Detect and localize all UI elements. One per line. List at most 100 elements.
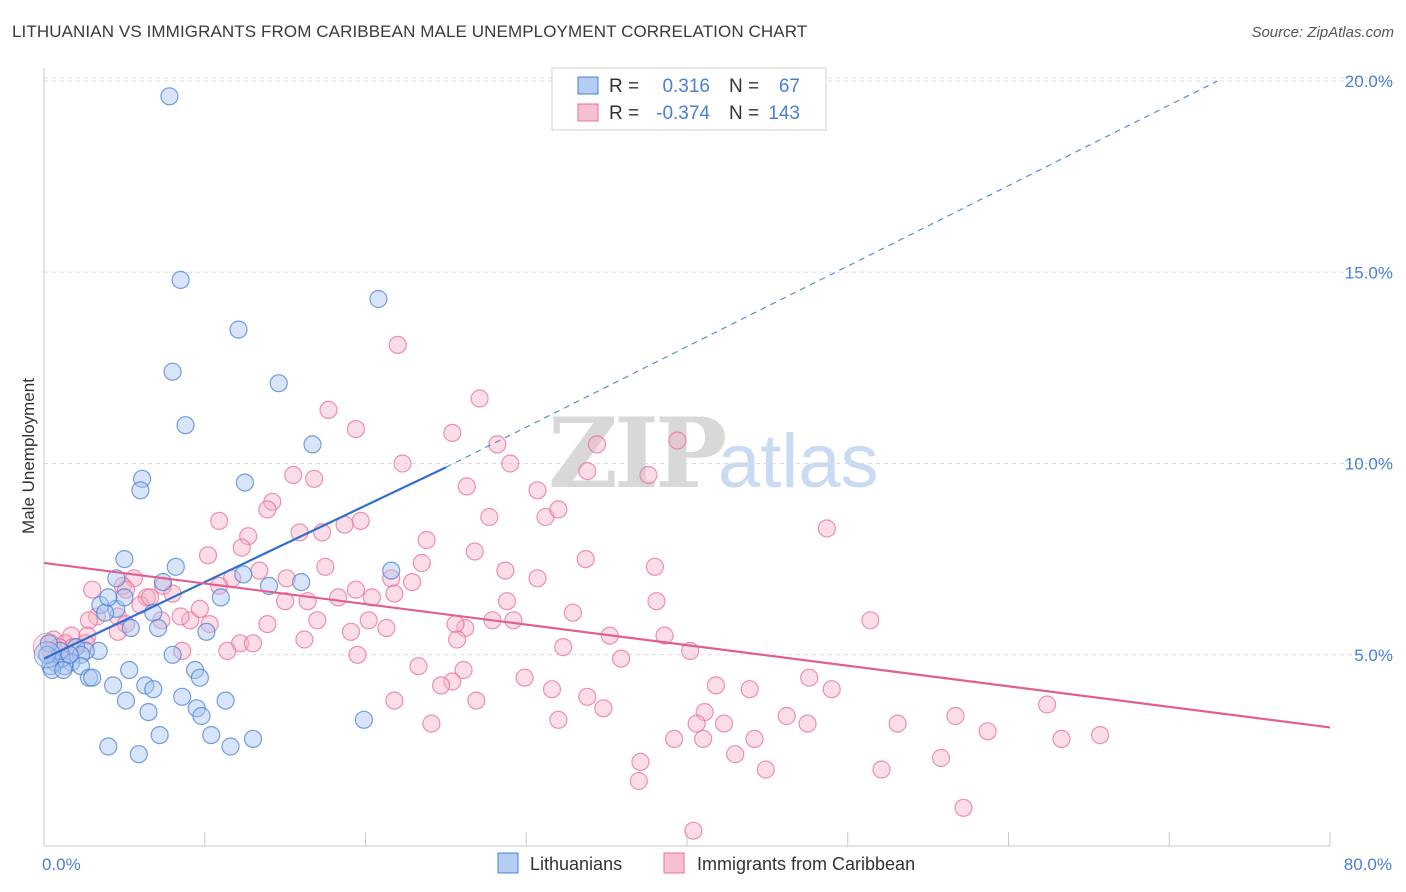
legend-r-value-blue: 0.316 [662, 76, 710, 97]
data-point [480, 507, 499, 527]
data-point [319, 400, 338, 419]
data-point [388, 335, 407, 354]
data-point [197, 622, 216, 641]
data-point [377, 618, 396, 638]
data-point [549, 710, 568, 729]
data-point [385, 691, 404, 710]
data-point [714, 714, 734, 733]
data-point [150, 725, 169, 745]
data-point [931, 748, 951, 768]
trend-line-lithuanians-extension [445, 80, 1218, 468]
legend-series: Lithuanians Immigrants from Caribbean [497, 852, 915, 874]
trend-line-lithuanians [43, 466, 447, 660]
x-tick-label-min: 0.0% [42, 855, 81, 874]
data-point [171, 607, 190, 626]
data-point [229, 320, 248, 339]
data-point [515, 668, 534, 687]
data-point [888, 714, 907, 733]
data-point [448, 630, 467, 649]
data-point [290, 523, 309, 542]
legend-label-lithuanians: Lithuanians [530, 854, 622, 874]
data-point [496, 561, 515, 580]
data-point [258, 500, 277, 519]
data-point [664, 729, 684, 749]
data-point [822, 680, 841, 699]
data-point [777, 706, 796, 726]
data-point [800, 668, 819, 687]
data-point [631, 752, 650, 772]
series-immigrants-from-caribbean [32, 335, 1110, 840]
data-point [160, 87, 179, 106]
data-point [369, 289, 388, 309]
legend-n-label-blue: N = [729, 76, 759, 97]
trend-lines [43, 80, 1331, 729]
data-point [211, 588, 230, 607]
legend-n-label-pink: N = [729, 103, 759, 124]
series-lithuanians [33, 87, 401, 764]
data-point [216, 691, 235, 710]
data-point [756, 760, 775, 779]
data-point [359, 611, 378, 630]
data-point [528, 481, 547, 500]
legend-correlation: R = 0.316 N = 67 R = -0.374 N = 143 [551, 67, 827, 131]
data-point [103, 676, 123, 695]
data-point [382, 561, 401, 580]
data-point [99, 588, 118, 607]
data-point [647, 592, 666, 611]
data-point [1037, 695, 1057, 714]
data-point [198, 546, 218, 565]
data-point [645, 557, 665, 576]
data-point [341, 622, 361, 641]
data-point [946, 706, 965, 726]
data-point [292, 572, 311, 592]
data-point [978, 722, 997, 741]
data-point [99, 737, 118, 756]
data-point [176, 416, 195, 435]
data-point [243, 634, 263, 653]
legend-r-label-blue: R = [609, 76, 639, 97]
data-point [316, 557, 335, 576]
data-point [385, 584, 404, 603]
data-point [305, 469, 324, 488]
data-point [192, 706, 211, 726]
data-point [221, 737, 240, 756]
data-point [295, 630, 314, 649]
data-point [465, 542, 484, 561]
data-point [403, 572, 422, 592]
data-point [131, 481, 150, 500]
data-point [554, 637, 573, 657]
data-point [578, 687, 597, 706]
data-point [116, 691, 136, 710]
legend-swatch-blue [577, 76, 599, 95]
data-point [95, 603, 115, 622]
data-point [190, 668, 209, 687]
data-point [351, 511, 370, 531]
watermark-zip: ZIP [548, 397, 725, 510]
data-point [798, 714, 817, 733]
data-point [470, 389, 489, 408]
y-tick-label: 10.0% [1345, 455, 1393, 474]
data-point [488, 435, 507, 454]
data-point [687, 714, 706, 733]
data-point [382, 569, 401, 588]
data-point [153, 572, 173, 592]
data-point [83, 668, 102, 687]
data-point [432, 676, 451, 695]
data-point [163, 362, 182, 381]
data-point [587, 435, 607, 454]
legend-n-value-blue: 67 [779, 76, 800, 97]
legend-label-caribbean: Immigrants from Caribbean [697, 854, 915, 874]
legend-r-value-pink: -0.374 [656, 103, 710, 124]
data-point [817, 519, 837, 538]
data-point [308, 611, 327, 630]
data-point [83, 580, 102, 599]
data-point [243, 729, 263, 749]
y-tick-label: 5.0% [1354, 646, 1393, 665]
data-point [190, 599, 209, 619]
data-point [139, 702, 158, 722]
data-point [235, 473, 254, 492]
legend-swatch-pink [577, 103, 599, 122]
x-tick-label-max: 80.0% [1344, 855, 1392, 874]
data-point [706, 676, 726, 695]
data-point [454, 660, 473, 680]
